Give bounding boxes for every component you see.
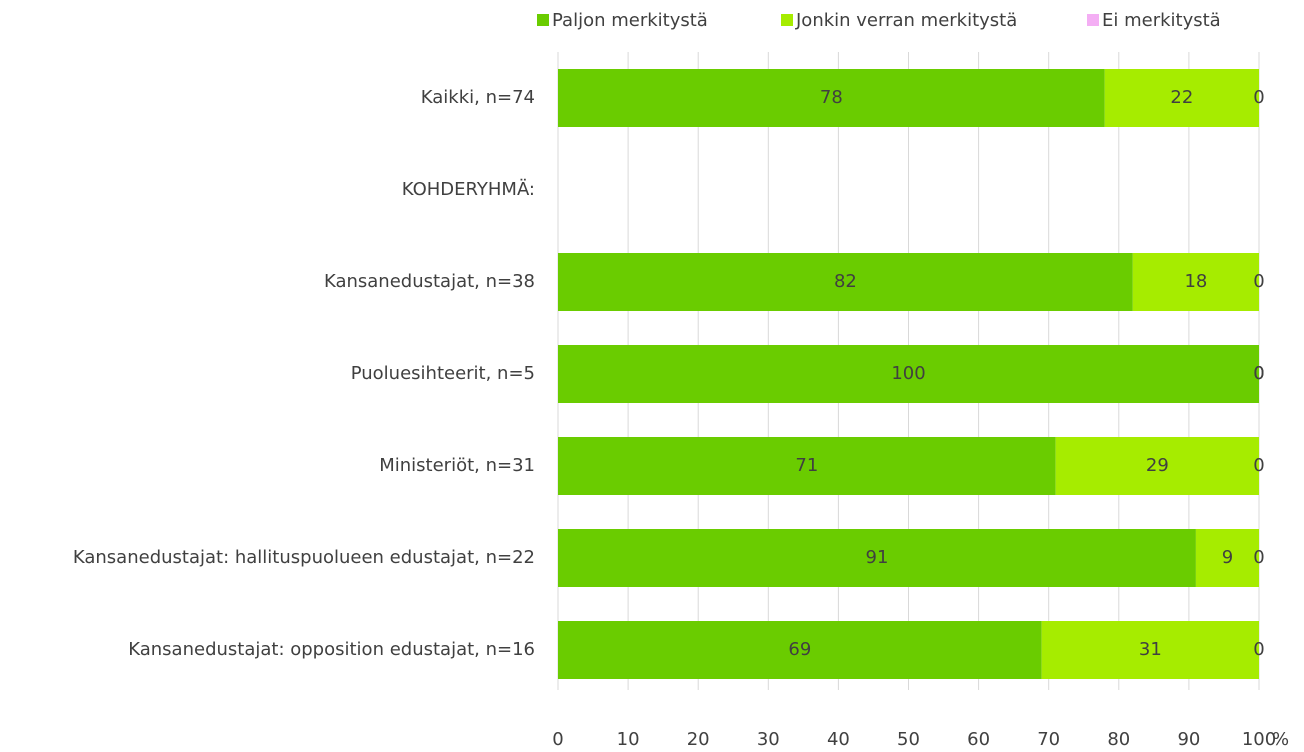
x-tick-label: 80 <box>1107 729 1130 750</box>
x-tick-label: 10 <box>617 729 640 750</box>
legend-swatch <box>1087 14 1099 26</box>
data-label: 100 <box>891 363 925 384</box>
data-label: 18 <box>1184 271 1207 292</box>
data-label: 91 <box>866 547 889 568</box>
data-label: 69 <box>788 639 811 660</box>
x-axis-label: % <box>1272 729 1289 750</box>
data-label: 0 <box>1253 363 1264 384</box>
y-tick-label: Kansanedustajat: hallituspuolueen edusta… <box>73 547 535 568</box>
data-label: 29 <box>1146 455 1169 476</box>
data-label: 0 <box>1253 455 1264 476</box>
y-tick-label: KOHDERYHMÄ: <box>402 179 535 200</box>
x-tick-label: 60 <box>967 729 990 750</box>
bar-segment <box>1132 253 1259 311</box>
y-tick-label: Kansanedustajat, n=38 <box>324 271 535 292</box>
x-tick-label: 50 <box>897 729 920 750</box>
data-label: 78 <box>820 87 843 108</box>
bar-segment <box>558 253 1133 311</box>
x-tick-label: 40 <box>827 729 850 750</box>
y-tick-label: Ministeriöt, n=31 <box>379 455 535 476</box>
legend-label: Jonkin verran merkitystä <box>795 10 1017 31</box>
bar-segment <box>558 437 1056 495</box>
data-label: 9 <box>1222 547 1233 568</box>
data-label: 71 <box>795 455 818 476</box>
data-label: 0 <box>1253 363 1264 384</box>
bar-segment <box>1055 437 1259 495</box>
bar-segment <box>558 529 1196 587</box>
x-tick-label: 0 <box>552 729 563 750</box>
bar-segment <box>1195 529 1259 587</box>
y-tick-label: Kaikki, n=74 <box>421 87 535 108</box>
x-tick-label: 70 <box>1037 729 1060 750</box>
data-label: 22 <box>1170 87 1193 108</box>
x-tick-label: 20 <box>687 729 710 750</box>
x-tick-label: 90 <box>1177 729 1200 750</box>
bar-segment <box>558 621 1042 679</box>
data-label: 31 <box>1139 639 1162 660</box>
legend-swatch <box>537 14 549 26</box>
legend-label: Ei merkitystä <box>1102 10 1221 31</box>
data-label: 0 <box>1253 639 1264 660</box>
legend-label: Paljon merkitystä <box>552 10 708 31</box>
legend-swatch <box>781 14 793 26</box>
bar-segment <box>1104 69 1259 127</box>
data-label: 0 <box>1253 271 1264 292</box>
bar-segment <box>558 345 1259 403</box>
x-tick-label: 100 <box>1242 729 1276 750</box>
x-tick-label: 30 <box>757 729 780 750</box>
y-tick-label: Puoluesihteerit, n=5 <box>351 363 535 384</box>
bar-segment <box>558 69 1105 127</box>
data-label: 82 <box>834 271 857 292</box>
data-label: 0 <box>1253 547 1264 568</box>
y-tick-label: Kansanedustajat: opposition edustajat, n… <box>128 639 535 660</box>
data-label: 0 <box>1253 87 1264 108</box>
bar-segment <box>1041 621 1259 679</box>
